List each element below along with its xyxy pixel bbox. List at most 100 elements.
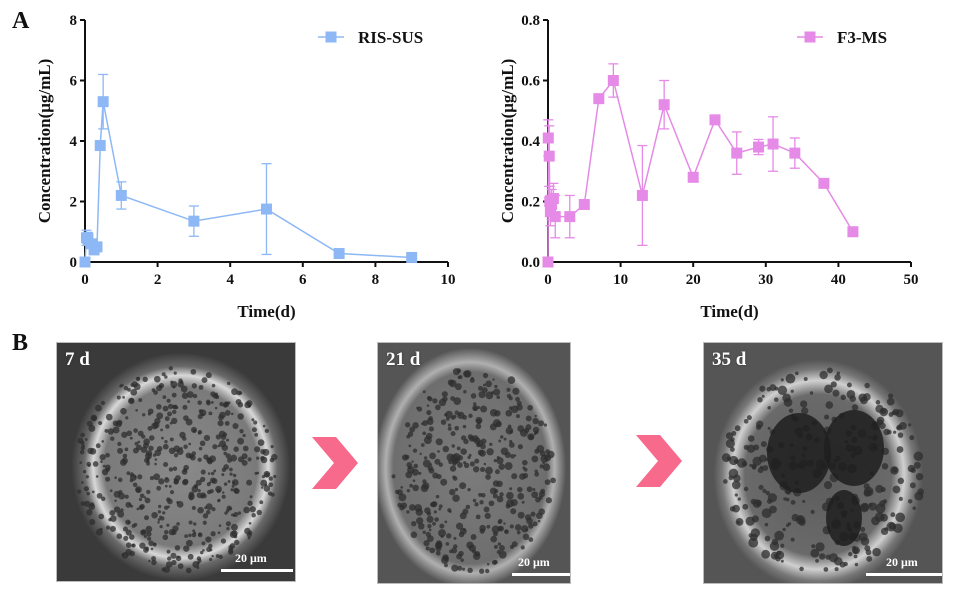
pore xyxy=(199,476,206,483)
pore xyxy=(494,384,498,389)
pore xyxy=(888,412,894,417)
pore xyxy=(737,497,741,501)
pore xyxy=(144,452,152,460)
pore xyxy=(509,487,513,491)
pore xyxy=(438,504,443,509)
pore xyxy=(99,454,106,461)
pore xyxy=(534,471,540,477)
pore xyxy=(149,435,155,441)
pore xyxy=(87,464,91,467)
pore xyxy=(406,510,410,514)
pore xyxy=(415,508,424,516)
pore xyxy=(452,414,457,419)
pore xyxy=(217,531,221,535)
pore xyxy=(236,390,242,396)
y-tick-label: 0.8 xyxy=(521,13,540,29)
pore xyxy=(214,394,220,400)
pore xyxy=(110,515,117,522)
pore xyxy=(823,567,829,572)
pore xyxy=(527,404,533,411)
pore xyxy=(172,466,178,471)
scale-bar-label: 20 μm xyxy=(886,555,918,569)
pore xyxy=(479,500,484,505)
pore xyxy=(117,510,125,518)
pore xyxy=(419,452,422,456)
pore xyxy=(133,428,138,433)
pore xyxy=(148,540,154,547)
pore xyxy=(124,447,129,452)
pore xyxy=(223,451,228,456)
pore xyxy=(528,523,534,529)
pore xyxy=(893,430,897,434)
sem-image-35d: 35 d 20 μm xyxy=(703,342,943,584)
pore xyxy=(499,492,504,497)
pore xyxy=(785,497,790,502)
pore xyxy=(834,374,841,381)
pore xyxy=(460,558,464,562)
data-point xyxy=(542,256,554,268)
pore xyxy=(183,545,190,552)
pore xyxy=(107,428,115,435)
pore xyxy=(782,393,791,403)
pore xyxy=(211,383,216,388)
pore xyxy=(526,486,533,493)
pore xyxy=(912,506,916,510)
pore xyxy=(148,559,151,563)
pore xyxy=(801,407,809,415)
pore xyxy=(470,534,477,540)
pore xyxy=(758,454,767,463)
pore xyxy=(114,499,117,503)
pore xyxy=(864,382,870,389)
pore xyxy=(825,401,834,409)
pore xyxy=(157,520,160,524)
pore xyxy=(909,435,915,441)
pore xyxy=(172,409,177,415)
pore xyxy=(101,440,105,443)
pore xyxy=(448,459,453,465)
pore xyxy=(151,556,156,561)
pore xyxy=(435,545,442,552)
pore xyxy=(197,457,202,462)
pore xyxy=(750,533,758,542)
pore xyxy=(409,426,416,433)
pore xyxy=(463,390,467,394)
pore xyxy=(202,520,207,525)
pore xyxy=(177,563,184,569)
pore xyxy=(528,537,534,542)
data-point xyxy=(546,199,558,211)
pore xyxy=(161,436,164,440)
pore xyxy=(254,432,259,437)
pore xyxy=(447,423,452,427)
pore xyxy=(199,440,206,447)
pore xyxy=(895,409,904,418)
pore xyxy=(459,527,467,535)
pore xyxy=(138,504,144,511)
pore xyxy=(915,473,924,481)
pore xyxy=(137,440,141,444)
pore xyxy=(267,491,273,496)
pore xyxy=(183,415,189,421)
pore xyxy=(496,457,504,465)
pore xyxy=(412,479,416,483)
pore xyxy=(721,453,731,463)
pore xyxy=(732,504,740,513)
pore xyxy=(125,416,129,420)
pore xyxy=(122,396,125,399)
pore xyxy=(425,531,431,537)
pore xyxy=(95,443,101,449)
pore xyxy=(451,547,458,554)
pore xyxy=(203,434,211,442)
pore xyxy=(498,545,505,552)
pore xyxy=(260,479,268,487)
pore xyxy=(221,473,225,477)
pore xyxy=(498,518,503,524)
pore xyxy=(736,520,740,524)
pore xyxy=(760,441,767,448)
pore xyxy=(197,506,204,514)
pore xyxy=(118,490,123,495)
pore xyxy=(152,542,157,547)
data-point xyxy=(818,177,830,189)
pore xyxy=(767,426,771,430)
x-tick-label: 30 xyxy=(758,272,773,288)
pore xyxy=(493,488,499,494)
